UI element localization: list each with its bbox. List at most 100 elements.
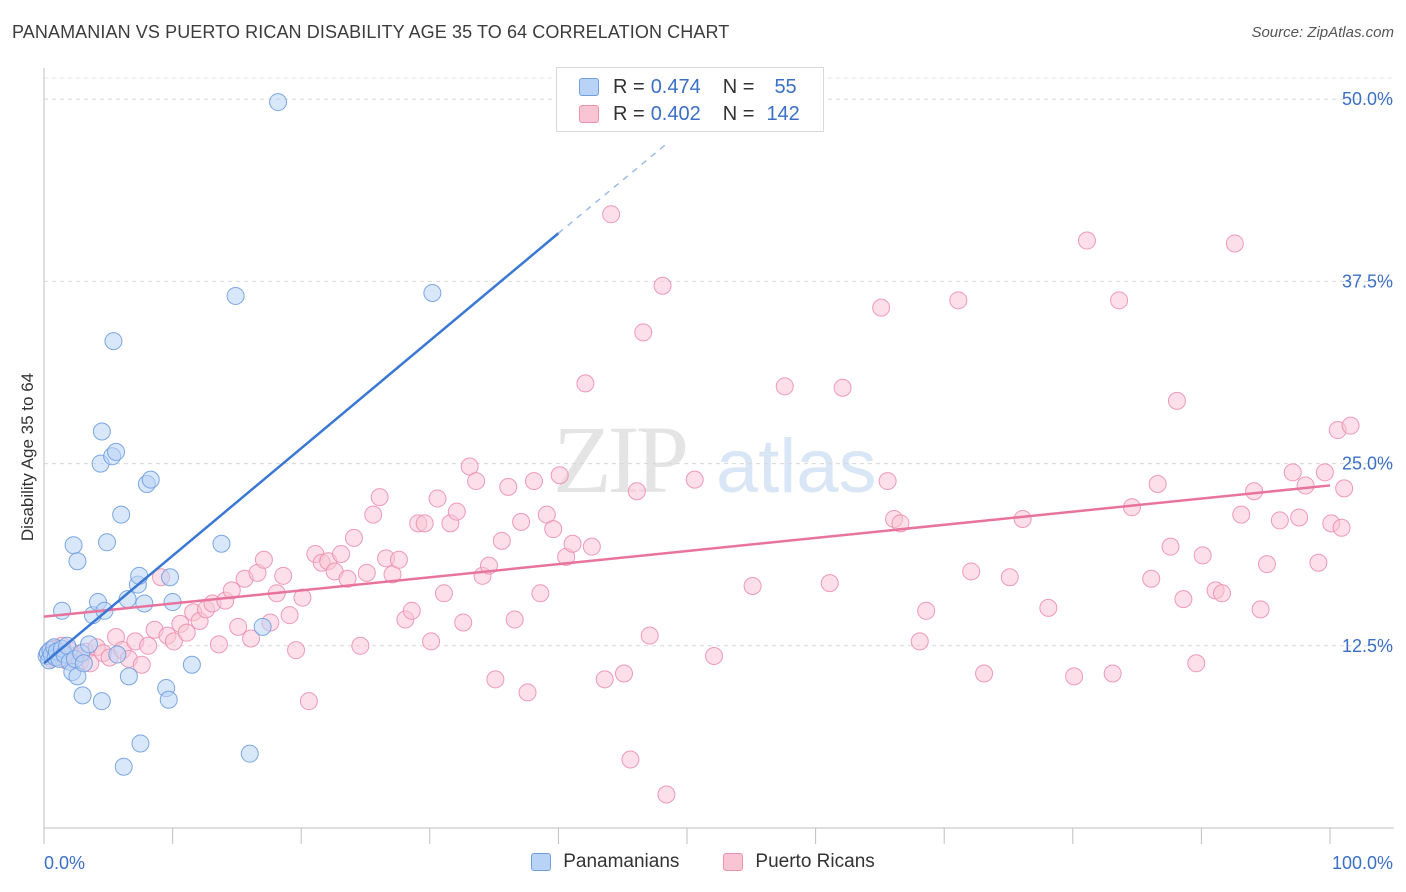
puerto-rican-point-115	[1065, 667, 1084, 686]
n-label: N =	[722, 75, 755, 98]
puerto-rican-point-91	[621, 750, 640, 769]
legend-row-panamanians: R = 0.474 N = 55	[579, 74, 797, 100]
puerto-rican-point-73	[486, 670, 505, 689]
puerto-rican-point-80	[531, 584, 550, 603]
puerto-rican-point-131	[1245, 482, 1264, 501]
puerto-rican-point-58	[389, 550, 408, 569]
puerto-rican-point-104	[878, 472, 897, 491]
legend-swatch-pink	[723, 853, 744, 871]
puerto-rican-point-87	[582, 537, 601, 556]
puerto-rican-point-92	[627, 482, 646, 501]
puerto-rican-point-113	[1013, 509, 1032, 528]
puerto-rican-point-33	[229, 617, 248, 636]
puerto-rican-point-42	[287, 641, 306, 660]
puerto-rican-point-52	[351, 636, 370, 655]
puerto-rican-point-23	[164, 632, 183, 651]
puerto-rican-points	[38, 205, 1360, 804]
y-tick-label-2: 37.5%	[1342, 271, 1393, 291]
puerto-rican-point-94	[640, 626, 659, 645]
puerto-rican-point-79	[524, 472, 543, 491]
trend-lines	[43, 142, 1331, 665]
puerto-rican-point-112	[1000, 568, 1019, 587]
legend-item-puerto-ricans[interactable]: Puerto Ricans	[723, 851, 875, 873]
panamanian-point-31	[107, 442, 126, 461]
puerto-rican-point-121	[1148, 474, 1167, 493]
puerto-rican-point-51	[344, 528, 363, 547]
puerto-rican-trend-line	[43, 484, 1331, 618]
puerto-rican-point-123	[1167, 391, 1186, 410]
panamanian-point-21	[73, 686, 92, 705]
r-label: R =	[613, 102, 645, 125]
puerto-rican-point-78	[518, 683, 537, 702]
series-legend: Panamanians Puerto Ricans	[0, 851, 1406, 873]
panamanian-point-38	[130, 566, 149, 585]
puerto-rican-point-139	[1315, 463, 1334, 482]
panamanian-point-49	[212, 534, 231, 553]
puerto-rican-point-133	[1257, 555, 1276, 574]
puerto-rican-point-32	[222, 581, 241, 600]
x-tick-label-min: 0.0%	[44, 853, 85, 873]
puerto-rican-point-144	[1332, 518, 1351, 537]
puerto-rican-point-63	[422, 632, 441, 651]
puerto-rican-point-97	[685, 470, 704, 489]
puerto-rican-point-60	[402, 601, 421, 620]
puerto-rican-point-35	[242, 629, 261, 648]
puerto-rican-point-116	[1077, 231, 1096, 250]
puerto-rican-point-88	[595, 670, 614, 689]
gridlines	[44, 77, 1394, 647]
panamanian-points	[37, 93, 442, 776]
puerto-rican-point-62	[415, 514, 434, 533]
panamanian-point-18	[53, 601, 72, 620]
puerto-rican-point-110	[962, 562, 981, 581]
puerto-rican-point-89	[602, 205, 621, 224]
puerto-rican-point-103	[872, 298, 891, 317]
legend-row-puerto-ricans: R = 0.402 N = 142	[579, 101, 800, 127]
correlation-legend: R = 0.474 N = 55 R = 0.402 N = 142	[556, 67, 824, 132]
puerto-rican-point-50	[338, 569, 357, 588]
puerto-rican-point-122	[1161, 537, 1180, 556]
panamanian-point-50	[226, 286, 245, 305]
puerto-rican-point-120	[1142, 569, 1161, 588]
puerto-rican-point-67	[447, 502, 466, 521]
puerto-rican-point-124	[1174, 590, 1193, 609]
puerto-rican-point-54	[364, 505, 383, 524]
panamanian-point-27	[92, 422, 111, 441]
legend-item-panamanians[interactable]: Panamanians	[531, 851, 679, 873]
puerto-rican-point-68	[454, 613, 473, 632]
puerto-rican-point-98	[705, 646, 724, 665]
panamanian-point-25	[92, 692, 111, 711]
panamanian-point-29	[98, 533, 117, 552]
puerto-rican-point-40	[274, 566, 293, 585]
y-tick-label-3: 50.0%	[1342, 89, 1393, 109]
puerto-rican-point-137	[1296, 476, 1315, 495]
watermark-zip: ZIP	[553, 406, 686, 513]
puerto-rican-point-102	[833, 378, 852, 397]
puerto-rican-point-136	[1290, 508, 1309, 527]
r-value: 0.402	[650, 102, 701, 125]
axes	[43, 68, 1394, 844]
x-tick-label-max: 100.0%	[1332, 853, 1393, 873]
puerto-rican-point-83	[550, 466, 569, 485]
puerto-rican-point-55	[370, 488, 389, 507]
puerto-rican-point-107	[910, 632, 929, 651]
puerto-rican-point-126	[1193, 546, 1212, 565]
puerto-rican-point-85	[563, 534, 582, 553]
panamanian-point-32	[108, 645, 127, 664]
panamanian-point-19	[64, 536, 83, 555]
panamanian-trend-line	[43, 232, 560, 665]
panamanian-point-39	[131, 734, 150, 753]
y-tick-label-1: 25.0%	[1342, 454, 1393, 474]
puerto-rican-point-77	[512, 512, 531, 531]
puerto-rican-point-134	[1270, 511, 1289, 530]
r-label: R =	[613, 75, 645, 98]
panamanian-point-45	[161, 568, 180, 587]
puerto-rican-point-100	[775, 377, 794, 396]
puerto-rican-point-86	[576, 374, 595, 393]
puerto-rican-point-53	[357, 563, 376, 582]
puerto-rican-point-108	[917, 601, 936, 620]
panamanian-point-42	[141, 470, 160, 489]
puerto-rican-point-90	[614, 664, 633, 683]
panamanian-point-20	[68, 552, 87, 571]
puerto-rican-point-65	[434, 584, 453, 603]
puerto-rican-point-117	[1103, 664, 1122, 683]
